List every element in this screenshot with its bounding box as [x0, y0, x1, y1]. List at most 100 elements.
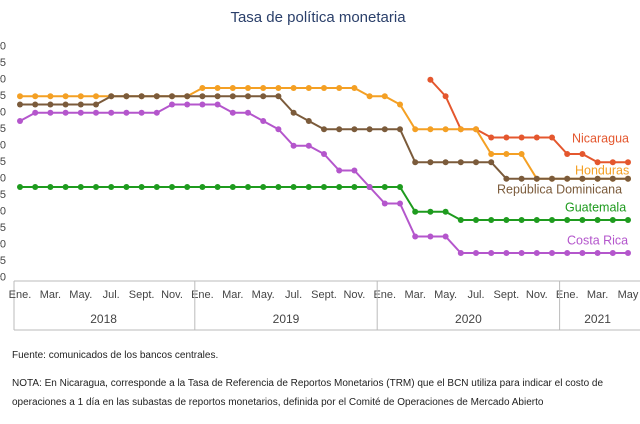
point	[442, 126, 449, 133]
point	[549, 175, 555, 182]
point	[533, 250, 540, 256]
point	[442, 233, 449, 240]
y-tick-label: 1,5	[0, 222, 6, 234]
x-tick-label: Mar.	[40, 289, 61, 301]
point	[305, 142, 312, 149]
point	[245, 184, 251, 190]
y-tick-label: 7,0	[0, 41, 6, 53]
point	[336, 167, 343, 174]
point	[427, 126, 434, 133]
point	[579, 151, 586, 157]
point	[473, 159, 479, 166]
point	[549, 250, 555, 256]
y-tick-label: 0,5	[0, 255, 6, 267]
x-tick-label: Sept.	[129, 289, 155, 301]
point	[32, 101, 39, 108]
series-label: Nicaragua	[572, 131, 629, 145]
series-line	[20, 87, 628, 180]
point	[488, 151, 495, 157]
x-tick-label: May.	[69, 289, 92, 301]
point	[184, 101, 191, 108]
point	[123, 184, 130, 190]
year-label: 2020	[455, 312, 482, 326]
point	[579, 217, 586, 223]
point	[260, 118, 267, 124]
point	[564, 175, 571, 182]
point	[427, 159, 434, 166]
point	[214, 85, 221, 91]
point	[275, 85, 282, 91]
point	[153, 93, 160, 100]
point	[594, 217, 601, 223]
point	[47, 109, 54, 116]
y-tick-label: 1,0	[0, 239, 6, 251]
point	[457, 126, 464, 133]
point	[609, 159, 616, 166]
y-tick-label: 3,5	[0, 156, 6, 168]
x-tick-label: Mar.	[404, 289, 425, 301]
point	[32, 109, 39, 116]
point	[93, 101, 99, 108]
point	[17, 93, 23, 100]
point	[275, 126, 282, 133]
point	[625, 175, 631, 182]
point	[397, 101, 403, 108]
point	[351, 184, 358, 190]
y-tick-label: 5,5	[0, 90, 6, 102]
point	[305, 118, 312, 124]
point	[62, 109, 69, 116]
x-tick-label: Nov.	[526, 289, 548, 301]
point	[533, 134, 540, 141]
point	[336, 85, 343, 91]
point	[397, 200, 403, 207]
point	[260, 184, 267, 190]
point	[488, 134, 495, 141]
point	[442, 93, 449, 100]
point	[32, 93, 39, 100]
point	[245, 85, 251, 91]
year-label: 2019	[273, 312, 300, 326]
point	[579, 250, 586, 256]
point	[260, 85, 267, 91]
point	[381, 126, 388, 133]
point	[47, 184, 54, 190]
point	[457, 250, 464, 256]
point	[77, 93, 84, 100]
point	[564, 217, 571, 223]
x-tick-label: Sept.	[494, 289, 520, 301]
point	[594, 175, 601, 182]
point	[153, 184, 160, 190]
point	[503, 217, 510, 223]
point	[381, 200, 388, 207]
point	[518, 134, 525, 141]
x-tick-label: Ene.	[191, 289, 214, 301]
point	[503, 175, 510, 182]
y-tick-label: 5,0	[0, 107, 6, 119]
point	[123, 93, 130, 100]
point	[305, 184, 312, 190]
x-tick-label: Ene.	[9, 289, 32, 301]
y-tick-label: 6,5	[0, 57, 6, 69]
point	[488, 159, 495, 166]
point	[594, 250, 601, 256]
point	[564, 151, 571, 157]
x-tick-label: May.	[252, 289, 275, 301]
point	[275, 184, 282, 190]
x-tick-label: May.	[434, 289, 457, 301]
point	[457, 217, 464, 223]
x-tick-label: May	[618, 289, 639, 301]
point	[321, 126, 327, 133]
point	[503, 151, 510, 157]
point	[473, 126, 479, 133]
x-tick-label: Ene.	[556, 289, 579, 301]
point	[77, 101, 84, 108]
point	[503, 250, 510, 256]
point	[199, 101, 206, 108]
point	[17, 101, 23, 108]
point	[214, 93, 221, 100]
x-tick-label: Mar.	[587, 289, 608, 301]
point	[533, 175, 540, 182]
point	[518, 175, 525, 182]
point	[518, 250, 525, 256]
point	[579, 175, 586, 182]
